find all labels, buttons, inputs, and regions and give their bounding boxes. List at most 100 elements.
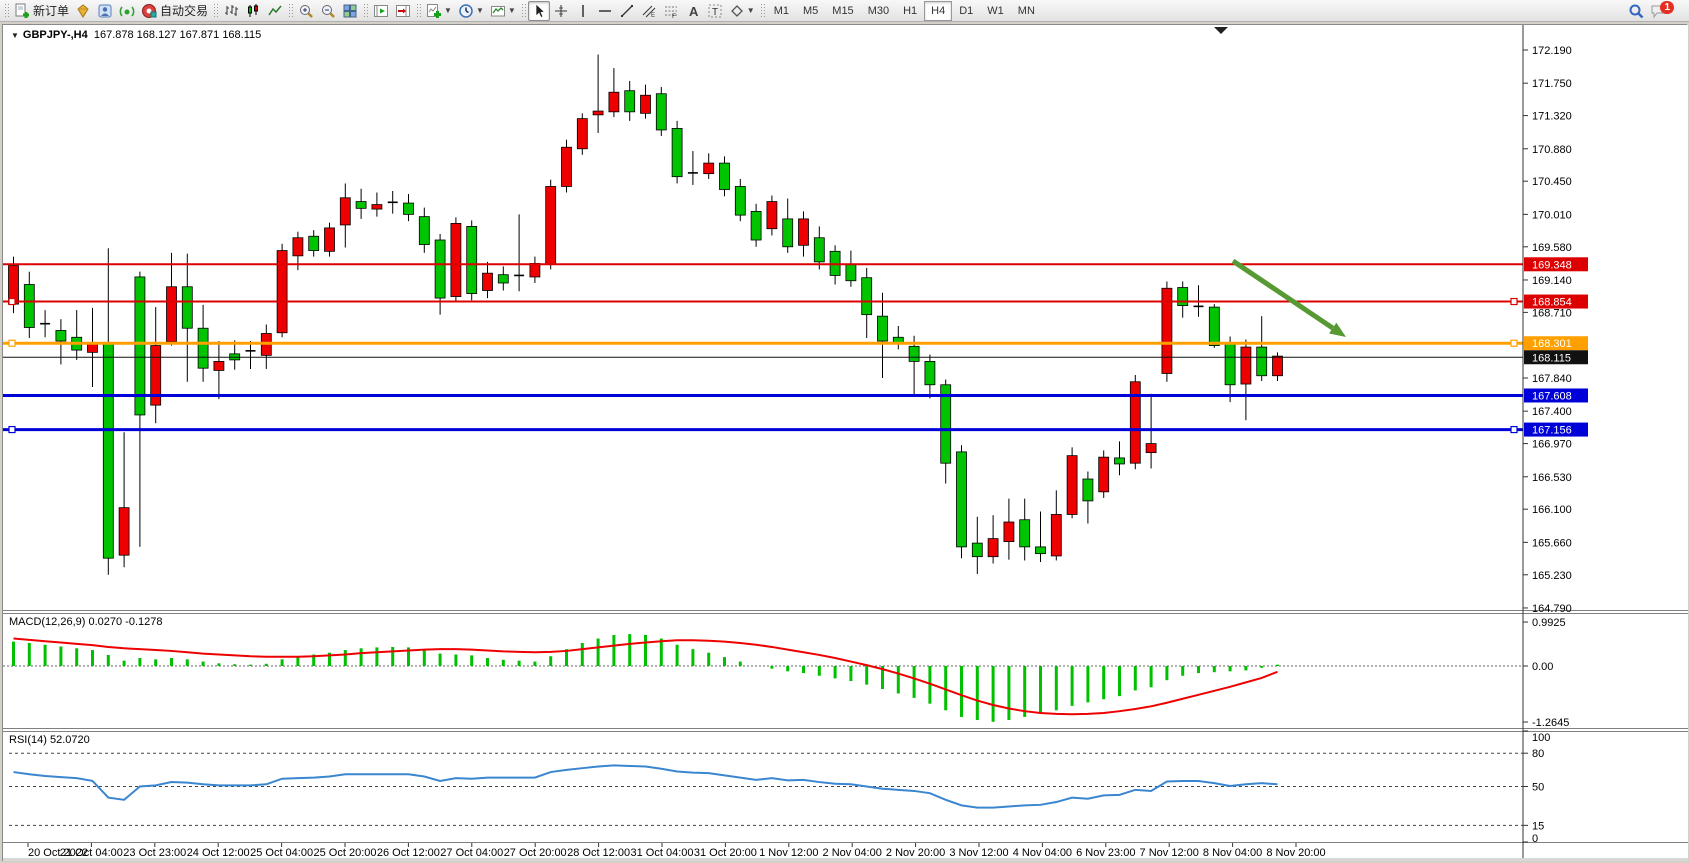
hline-icon bbox=[598, 9, 611, 12]
label-button[interactable]: T bbox=[704, 1, 726, 21]
pane-separator-macd[interactable] bbox=[3, 610, 1688, 614]
signals-button[interactable] bbox=[116, 1, 138, 21]
zoom-in-button[interactable] bbox=[295, 1, 317, 21]
line-handle[interactable] bbox=[8, 297, 16, 306]
candle-body bbox=[23, 284, 35, 328]
candle-body bbox=[1019, 519, 1031, 548]
macd-signal-line bbox=[13, 637, 1278, 716]
text-a-icon: A bbox=[689, 4, 699, 19]
timeframe-m5-button[interactable]: M5 bbox=[803, 4, 819, 17]
line-handle[interactable] bbox=[1510, 425, 1518, 434]
hline-button[interactable] bbox=[594, 1, 616, 21]
rsi-scale-label: 100 bbox=[1532, 732, 1550, 744]
chevron-down-icon[interactable]: ▼ bbox=[11, 31, 19, 40]
zoom-out-button[interactable] bbox=[317, 1, 339, 21]
autotrading-button[interactable]: 自动交易 bbox=[138, 1, 211, 21]
shapes-button[interactable]: ▼ bbox=[726, 1, 758, 21]
autoscroll-icon bbox=[374, 4, 389, 17]
price-tick-label: 170.450 bbox=[1532, 176, 1572, 188]
candle-body bbox=[1240, 346, 1252, 385]
chartshift-icon bbox=[396, 4, 411, 17]
candle-body bbox=[971, 542, 983, 558]
timeframe-w1-button[interactable]: W1 bbox=[987, 4, 1004, 17]
bar-chart-button[interactable] bbox=[220, 1, 242, 21]
candle-body bbox=[1145, 443, 1157, 454]
templates-button[interactable]: ▼ bbox=[487, 1, 519, 21]
date-tick-label: 8 Nov 20:00 bbox=[1266, 847, 1325, 859]
zoom-out-icon bbox=[322, 4, 335, 18]
channel-button[interactable]: E bbox=[638, 1, 660, 21]
trend-arrow-annotation[interactable] bbox=[1231, 258, 1346, 337]
date-tick-label: 2 Nov 04:00 bbox=[823, 847, 882, 859]
chevron-down-icon: ▼ bbox=[507, 6, 516, 15]
timeframe-h1-button[interactable]: H1 bbox=[903, 4, 918, 17]
new-order-button[interactable]: 新订单 bbox=[11, 1, 72, 21]
line-handle[interactable] bbox=[1510, 339, 1518, 347]
date-tick-label: 3 Nov 12:00 bbox=[949, 847, 1008, 859]
line-handle[interactable] bbox=[1510, 297, 1518, 306]
auto-scroll-button[interactable] bbox=[370, 1, 392, 21]
candle-body bbox=[118, 507, 130, 556]
timeframe-m30-button[interactable]: M30 bbox=[867, 4, 890, 17]
macd-scale-label: 0.9925 bbox=[1532, 617, 1566, 629]
line-handle[interactable] bbox=[8, 425, 16, 434]
crosshair-icon bbox=[554, 4, 567, 17]
date-tick-label: 26 Oct 12:00 bbox=[377, 847, 440, 859]
candle-body bbox=[1082, 478, 1094, 502]
date-tick-label: 8 Nov 04:00 bbox=[1203, 847, 1262, 859]
cursor-button[interactable] bbox=[527, 0, 550, 21]
search-button[interactable] bbox=[1625, 1, 1647, 21]
date-tick-label: 27 Oct 04:00 bbox=[440, 847, 503, 859]
price-axis[interactable]: 172.190 171.750 171.320 170.880 170.450 170.0… bbox=[1522, 25, 1572, 858]
tile-windows-button[interactable] bbox=[339, 1, 361, 21]
candle-body bbox=[940, 384, 952, 464]
timeframe-m1-button[interactable]: M1 bbox=[773, 4, 789, 17]
timeframe-d1-button[interactable]: D1 bbox=[959, 4, 974, 17]
candle-body bbox=[766, 201, 778, 230]
date-tick-label: 25 Oct 04:00 bbox=[250, 847, 313, 859]
candle-body bbox=[861, 277, 873, 316]
periods-button[interactable]: ▼ bbox=[455, 1, 487, 21]
price-badge-168.854: 168.854 bbox=[1524, 294, 1588, 309]
timeframe-h4-button[interactable]: H4 bbox=[924, 0, 953, 21]
candle-body bbox=[450, 223, 462, 297]
chart-canvas[interactable]: 172.190 171.750 171.320 170.880 170.450 170.0… bbox=[3, 25, 1688, 861]
notifications-button[interactable]: 1 bbox=[1647, 1, 1683, 21]
candle-body bbox=[750, 210, 762, 241]
macd-scale-label: 0.00 bbox=[1532, 661, 1553, 673]
chevron-down-icon: ▼ bbox=[444, 6, 452, 15]
hline-168.854[interactable] bbox=[3, 297, 1523, 306]
hline-168.301[interactable] bbox=[3, 339, 1523, 347]
toolbar-grip bbox=[759, 2, 765, 19]
line-chart-button[interactable] bbox=[264, 1, 286, 21]
text-button[interactable]: A bbox=[682, 1, 704, 21]
chart-shift-button[interactable] bbox=[392, 1, 414, 21]
market-watch-button[interactable] bbox=[72, 1, 94, 21]
hline-167.156[interactable] bbox=[3, 425, 1523, 434]
trendline-icon bbox=[620, 4, 633, 17]
price-badge-167.156: 167.156 bbox=[1524, 422, 1588, 437]
chart-shift-marker[interactable] bbox=[1214, 27, 1228, 34]
candle-body bbox=[371, 204, 383, 210]
candle-body bbox=[608, 91, 620, 113]
navigator-button[interactable] bbox=[94, 1, 116, 21]
pane-separator-rsi[interactable] bbox=[3, 728, 1688, 732]
line-handle[interactable] bbox=[8, 339, 16, 347]
timeframe-mn-button[interactable]: MN bbox=[1017, 4, 1035, 17]
trendline-button[interactable] bbox=[616, 1, 638, 21]
timeframe-m15-button[interactable]: M15 bbox=[832, 4, 854, 17]
price-tick-label: 170.880 bbox=[1532, 144, 1572, 156]
candle-body bbox=[1050, 514, 1062, 557]
rsi-indicator-label: RSI(14) 52.0720 bbox=[9, 734, 90, 746]
crosshair-button[interactable] bbox=[550, 1, 572, 21]
candle-body bbox=[908, 345, 920, 362]
candle-chart-button[interactable] bbox=[242, 1, 264, 21]
macd-indicator-label: MACD(12,26,9) 0.0270 -0.1278 bbox=[9, 616, 163, 628]
candle-body bbox=[1066, 455, 1078, 515]
fibonacci-button[interactable]: F bbox=[660, 1, 682, 21]
vline-button[interactable] bbox=[572, 1, 594, 21]
date-tick-label: 23 Oct 23:00 bbox=[123, 847, 186, 859]
new-chart-button[interactable]: ▼ bbox=[423, 1, 455, 21]
linechart-icon bbox=[268, 5, 282, 15]
